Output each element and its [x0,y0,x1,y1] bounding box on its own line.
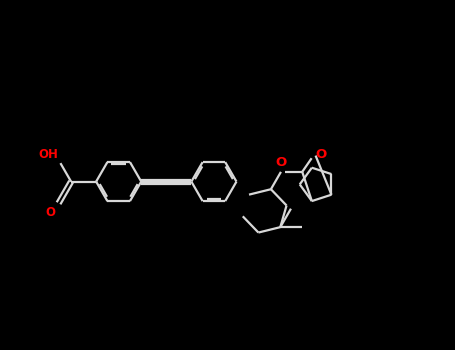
Text: O: O [275,156,287,169]
Text: OH: OH [38,147,58,161]
Text: O: O [45,206,55,219]
Text: O: O [316,148,327,161]
